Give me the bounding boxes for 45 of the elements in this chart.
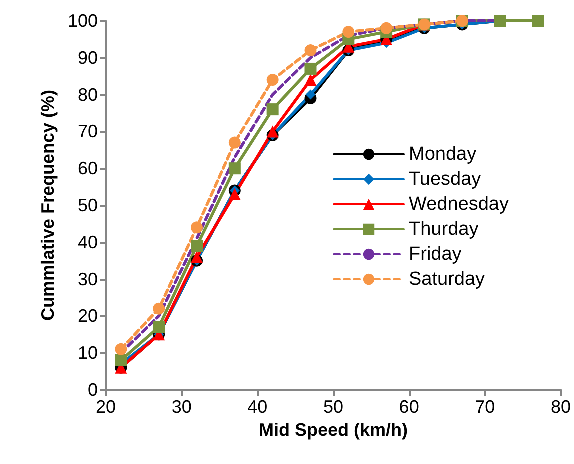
y-tick-label: 10 (78, 343, 98, 364)
point (115, 343, 128, 356)
y-tick-label: 100 (68, 11, 98, 31)
point (153, 321, 166, 334)
legend-label: Friday (409, 244, 462, 265)
point (304, 62, 317, 75)
x-tick-label: 40 (248, 397, 268, 417)
y-tick-label: 30 (78, 269, 98, 290)
point (191, 251, 203, 264)
point (304, 44, 317, 57)
x-tick-label: 30 (172, 397, 192, 417)
point (228, 188, 241, 200)
x-tick-label: 80 (550, 397, 572, 417)
x-axis-title: Mid Speed (km/h) (258, 420, 408, 440)
y-tick-label: 20 (78, 306, 98, 326)
point (342, 26, 355, 38)
point (228, 162, 241, 175)
x-tick-label: 50 (323, 397, 344, 417)
point (380, 22, 393, 34)
y-axis-title: Cummlative Frequency (%) (38, 90, 58, 322)
y-tick-label: 50 (78, 196, 98, 216)
y-tick-label: 60 (78, 158, 98, 179)
point (191, 240, 203, 252)
point (266, 126, 279, 138)
point (115, 354, 128, 366)
x-tick-label: 60 (399, 397, 420, 417)
point (304, 74, 317, 86)
point (266, 104, 279, 116)
legend-label: Saturday (409, 269, 486, 290)
point (153, 302, 166, 315)
legend-label: Thurday (409, 219, 480, 240)
x-tick-label: 70 (475, 397, 496, 417)
legend-label: Monday (409, 144, 478, 165)
y-tick-label: 40 (78, 232, 98, 252)
point (228, 136, 241, 149)
legend-label: Tuesday (409, 169, 482, 190)
y-tick-label: 70 (78, 122, 98, 142)
legend-label: Wednesday (409, 194, 510, 215)
y-tick-label: 90 (78, 48, 98, 68)
y-tick-label: 80 (78, 84, 98, 105)
point (306, 90, 316, 100)
y-tick-label: 0 (88, 380, 98, 400)
point (191, 222, 203, 234)
x-tick-label: 20 (96, 397, 116, 417)
point (266, 74, 279, 86)
